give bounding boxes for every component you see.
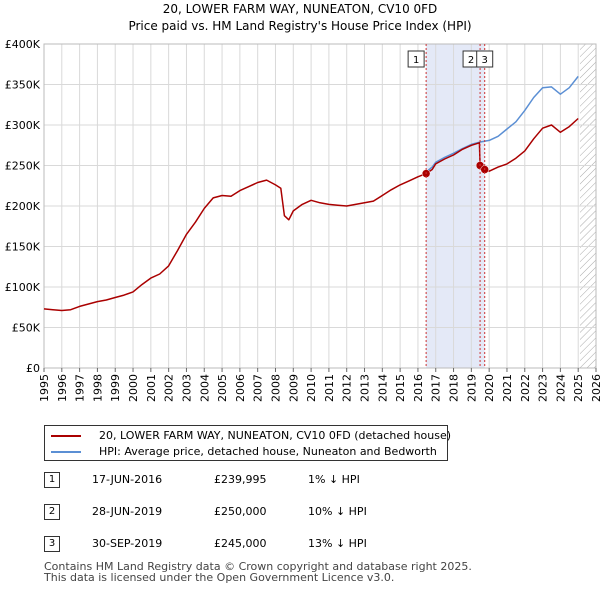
x-tick-label: 2022	[519, 374, 532, 402]
x-tick-label: 2026	[590, 374, 600, 402]
x-tick-label: 2003	[180, 374, 193, 402]
x-tick-label: 2016	[412, 374, 425, 402]
x-tick-label: 2012	[341, 374, 354, 402]
y-tick-label: £150K	[5, 241, 41, 254]
legend-label-hpi: HPI: Average price, detached house, Nune…	[99, 445, 437, 458]
x-tick-label: 2024	[554, 374, 567, 402]
x-tick-label: 2000	[127, 374, 140, 402]
transaction-price: £239,995	[214, 473, 267, 486]
x-tick-label: 2011	[323, 374, 336, 402]
legend-swatch-property	[51, 435, 81, 437]
x-tick-label: 2008	[269, 374, 282, 402]
chart-title: 20, LOWER FARM WAY, NUNEATON, CV10 0FD P…	[0, 0, 600, 35]
legend-label-property: 20, LOWER FARM WAY, NUNEATON, CV10 0FD (…	[99, 429, 452, 442]
x-tick-label: 1996	[56, 374, 69, 402]
chart-area: £0 £50K £100K £150K £200K £250K £300K £350K £400…	[5, 38, 600, 402]
chart-title-line2: Price paid vs. HM Land Registry's House …	[128, 19, 472, 33]
y-tick-label: £300K	[5, 119, 41, 132]
y-tick-label: £100K	[5, 281, 41, 294]
transaction-marker-box	[407, 50, 425, 68]
x-tick-label: 2004	[198, 374, 211, 402]
legend: 20, LOWER FARM WAY, NUNEATON, CV10 0FD (…	[44, 425, 452, 461]
x-tick-label: 2007	[252, 374, 265, 402]
transaction-marker-number: 3	[482, 55, 488, 66]
transaction-row: 2 28-JUN-2019 £250,000 10% ↓ HPI	[44, 504, 444, 524]
transaction-hpi-diff: 10% ↓ HPI	[308, 505, 367, 518]
x-tick-label: 2021	[501, 374, 514, 402]
x-tick-label: 2005	[216, 374, 229, 402]
x-tick-label: 2018	[448, 374, 461, 402]
chart-title-line1: 20, LOWER FARM WAY, NUNEATON, CV10 0FD	[162, 2, 438, 16]
transaction-hpi-diff: 1% ↓ HPI	[308, 473, 360, 486]
x-tick-label: 2015	[394, 374, 407, 402]
x-tick-label: 2009	[287, 374, 300, 402]
footer-line2: This data is licensed under the Open Gov…	[44, 571, 395, 584]
transaction-price: £245,000	[214, 537, 267, 550]
x-tick-label: 2020	[483, 374, 496, 402]
transaction-row: 1 17-JUN-2016 £239,995 1% ↓ HPI	[44, 472, 444, 492]
transaction-price: £250,000	[214, 505, 267, 518]
x-tick-label: 2017	[430, 374, 443, 402]
transaction-marker-number: 1	[413, 55, 419, 66]
transaction-date: 30-SEP-2019	[92, 537, 163, 550]
legend-swatch-hpi	[51, 451, 81, 453]
transaction-marker-box	[476, 50, 494, 68]
transaction-marker-number: 2	[468, 55, 474, 66]
transaction-date: 17-JUN-2016	[92, 473, 163, 486]
x-tick-label: 2019	[465, 374, 478, 402]
x-tick-label: 2025	[572, 374, 585, 402]
transaction-hpi-diff: 13% ↓ HPI	[308, 537, 367, 550]
x-tick-label: 2014	[376, 374, 389, 402]
x-tick-label: 2001	[145, 374, 158, 402]
transaction-number-badge: 1	[44, 472, 60, 488]
plot-frame	[43, 43, 597, 369]
x-tick-label: 2006	[234, 374, 247, 402]
x-tick-label: 2010	[305, 374, 318, 402]
x-tick-label: 1998	[91, 374, 104, 402]
transaction-row: 3 30-SEP-2019 £245,000 13% ↓ HPI	[44, 536, 444, 556]
x-tick-label: 2013	[359, 374, 372, 402]
series-line-hpi	[425, 75, 579, 173]
x-tick-label: 1995	[38, 374, 51, 402]
footer-attribution: Contains HM Land Registry data © Crown c…	[44, 561, 472, 583]
y-tick-label: £250K	[5, 160, 41, 173]
y-tick-label: £50K	[12, 322, 41, 335]
transaction-number-badge: 3	[44, 536, 60, 552]
x-tick-label: 1999	[109, 374, 122, 402]
transaction-number-badge: 2	[44, 504, 60, 520]
y-tick-label: £400K	[5, 38, 41, 51]
x-tick-label: 1997	[74, 374, 87, 402]
x-tick-label: 2023	[537, 374, 550, 402]
transaction-date: 28-JUN-2019	[92, 505, 163, 518]
y-tick-label: £200K	[5, 200, 41, 213]
y-tick-label: £0	[26, 362, 40, 375]
y-tick-label: £350K	[5, 79, 41, 92]
x-tick-label: 2002	[163, 374, 176, 402]
footer-line1: Contains HM Land Registry data © Crown c…	[44, 560, 472, 573]
